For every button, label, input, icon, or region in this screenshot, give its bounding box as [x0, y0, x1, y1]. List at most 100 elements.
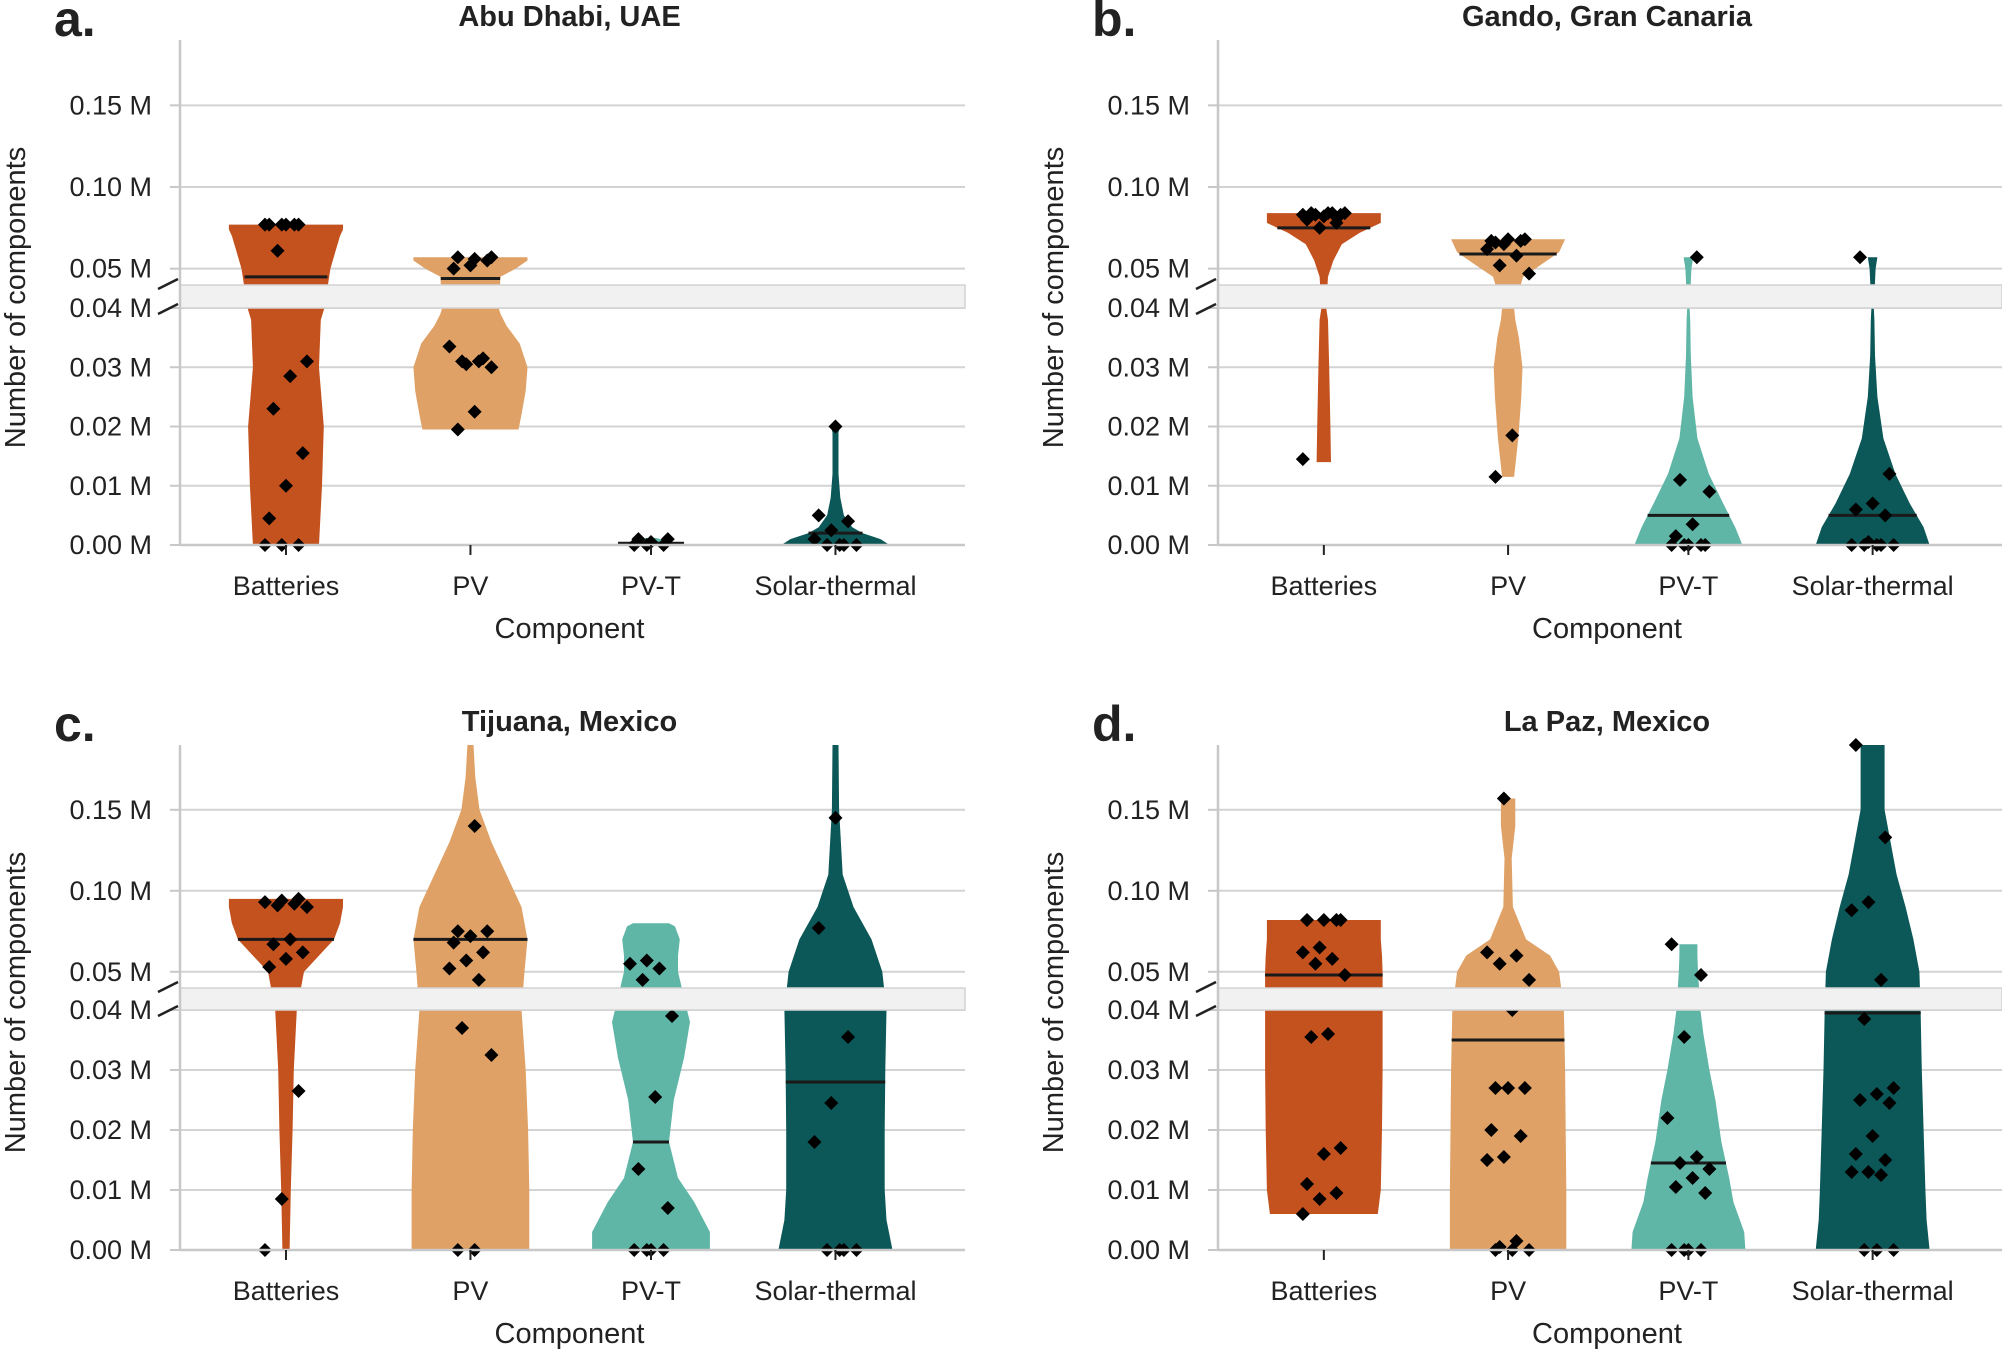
data-point: [1698, 1186, 1713, 1200]
axis-break-mark: [157, 277, 179, 291]
data-point: [1660, 1111, 1675, 1125]
data-point: [1337, 968, 1352, 983]
data-point: [824, 1096, 839, 1110]
panel-d: 0.00 M 0.01 M 0.02 M 0.03 M 0.04 M 0.05 M 0.10…: [1038, 696, 2002, 1350]
data-point: [1874, 1168, 1889, 1182]
panel-b: 0.00 M 0.01 M 0.02 M 0.03 M 0.04 M 0.05 M 0.10…: [1038, 0, 2002, 645]
x-tick-label: PV-T: [1658, 1276, 1718, 1306]
violin-pv-t: [1634, 257, 1743, 545]
data-point: [278, 217, 293, 232]
panel-title: Gando, Gran Canaria: [1462, 1, 1753, 33]
data-point: [450, 924, 465, 939]
data-point: [841, 514, 856, 529]
data-point: [811, 508, 826, 523]
data-point: [1304, 1030, 1319, 1044]
data-point: [631, 1162, 646, 1176]
data-point: [1484, 1123, 1499, 1137]
data-point: [442, 961, 457, 976]
data-point: [828, 419, 843, 434]
x-tick-label: Batteries: [233, 571, 340, 601]
data-point: [291, 1084, 306, 1098]
data-point: [467, 251, 482, 266]
y-tick-label: 0.03 M: [69, 1055, 152, 1085]
data-point: [1312, 940, 1327, 955]
panel-c: 0.00 M 0.01 M 0.02 M 0.03 M 0.04 M 0.05 M 0.10…: [0, 696, 966, 1350]
x-axis-label: Component: [1532, 1318, 1682, 1350]
axis-break-band: [1217, 987, 2002, 1011]
data-point: [1668, 529, 1683, 544]
data-point: [623, 956, 637, 971]
x-tick-label: Solar-thermal: [754, 571, 916, 601]
data-point: [1853, 250, 1868, 265]
data-point: [631, 532, 646, 547]
y-axis-label: Number of components: [0, 852, 32, 1153]
data-point: [1312, 220, 1327, 235]
data-point: [1501, 232, 1516, 247]
data-point: [1337, 206, 1352, 221]
data-point: [459, 953, 474, 968]
y-tick-label: 0.04 M: [1107, 293, 1190, 323]
data-point: [295, 446, 310, 461]
panel-label: d.: [1092, 696, 1136, 752]
axis-break-mark: [157, 980, 179, 994]
data-point: [484, 1048, 499, 1062]
data-point: [1522, 266, 1537, 281]
data-point: [484, 360, 499, 375]
data-point: [467, 404, 482, 419]
y-tick-label: 0.05 M: [69, 957, 152, 987]
data-point: [1295, 207, 1310, 222]
axis-break-mark: [157, 302, 179, 316]
y-tick-label: 0.10 M: [69, 876, 152, 906]
data-point: [1316, 912, 1331, 927]
data-point: [1865, 496, 1880, 511]
data-point: [660, 532, 675, 547]
x-tick-label: Batteries: [1271, 1276, 1378, 1306]
data-point: [274, 1192, 289, 1206]
y-tick-label: 0.02 M: [1107, 412, 1190, 442]
data-point: [1509, 248, 1524, 263]
x-tick-label: PV: [452, 1276, 488, 1306]
data-point: [1509, 948, 1524, 963]
violin-pv: [413, 257, 528, 430]
axis-break-mark: [1195, 302, 1217, 316]
y-tick-label: 0.00 M: [1107, 1235, 1190, 1265]
panel-title: La Paz, Mexico: [1504, 706, 1710, 738]
x-tick-label: PV: [1490, 1276, 1526, 1306]
data-point: [1488, 469, 1503, 484]
data-point: [266, 937, 281, 952]
violin-pv: [1451, 239, 1566, 477]
data-point: [1333, 912, 1348, 927]
y-tick-label: 0.15 M: [1107, 795, 1190, 825]
data-point: [1329, 1186, 1344, 1200]
data-point: [828, 810, 843, 825]
data-point: [1853, 1093, 1868, 1107]
data-point: [467, 819, 482, 833]
data-point: [1480, 945, 1495, 960]
y-tick-label: 0.10 M: [1107, 876, 1190, 906]
x-axis-label: Component: [495, 1318, 645, 1350]
data-point: [257, 895, 272, 910]
data-point: [1492, 258, 1507, 273]
violin-batteries: [228, 224, 343, 545]
x-axis-label: Component: [1532, 613, 1682, 645]
panel-a: 0.00 M 0.01 M 0.02 M 0.03 M 0.04 M 0.05 M 0.10…: [0, 0, 966, 645]
data-point: [1874, 972, 1889, 987]
data-point: [278, 951, 293, 966]
data-point: [841, 1030, 856, 1044]
data-point: [1513, 1129, 1528, 1143]
data-point: [1295, 1207, 1310, 1221]
x-tick-label: Solar-thermal: [754, 1276, 916, 1306]
data-point: [1865, 1129, 1880, 1143]
data-point: [1844, 1165, 1859, 1179]
panel-title: Abu Dhabi, UAE: [458, 1, 680, 33]
x-axis-label: Component: [495, 613, 645, 645]
axis-break-band: [179, 284, 966, 309]
y-tick-label: 0.02 M: [69, 1115, 152, 1145]
data-point: [262, 511, 277, 526]
data-point: [1878, 830, 1893, 845]
axis-break-band: [179, 987, 966, 1011]
data-point: [635, 972, 650, 987]
data-point: [824, 523, 839, 538]
data-point: [1295, 945, 1310, 960]
